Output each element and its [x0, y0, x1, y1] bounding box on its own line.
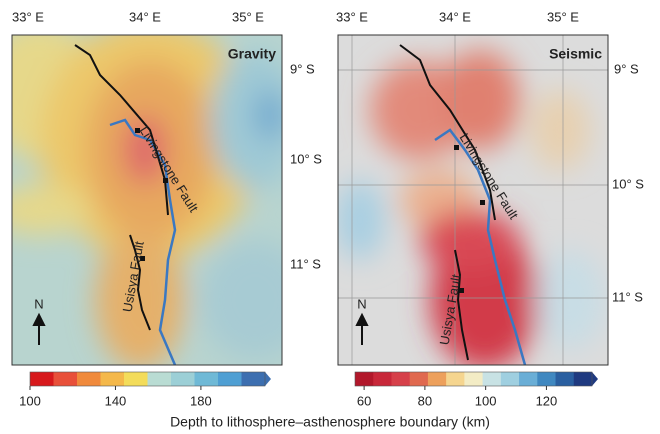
colorbar-segment: [195, 372, 219, 386]
lat-label: 10° S: [612, 176, 644, 191]
lat-label: 9° S: [614, 61, 639, 76]
lon-label: 34° E: [129, 9, 161, 24]
colorbar-segment: [483, 372, 502, 386]
colorbar-segment: [537, 372, 556, 386]
lon-label: 33° E: [336, 9, 368, 24]
colorbar-tick-label: 140: [105, 393, 127, 408]
lat-label: 11° S: [290, 256, 321, 271]
colorbar-segment: [242, 372, 266, 386]
colorbar-tick-label: 100: [475, 393, 497, 408]
lon-label: 33° E: [12, 9, 44, 24]
colorbar-segment: [148, 372, 172, 386]
colorbar-arrow: [592, 372, 598, 386]
lat-label: 11° S: [612, 289, 643, 304]
colorbar-segment: [519, 372, 538, 386]
colorbar-tick-label: 180: [190, 393, 212, 408]
colorbar-tick-label: 100: [19, 393, 41, 408]
lon-label: 34° E: [439, 9, 471, 24]
colorbar-segment: [54, 372, 78, 386]
page: Gravity Seismic 33° E 34° E 35° E 33° E …: [0, 0, 660, 434]
colorbar-segment: [410, 372, 429, 386]
caption: Depth to lithosphere–asthenosphere bound…: [170, 414, 490, 430]
colorbar-tick-label: 80: [418, 393, 432, 408]
north-label: N: [34, 296, 43, 311]
colorbar-segment: [464, 372, 483, 386]
lat-label: 10° S: [290, 151, 322, 166]
lon-label: 35° E: [547, 9, 579, 24]
colorbar-segment: [556, 372, 575, 386]
lon-label: 35° E: [232, 9, 264, 24]
panel-title: Gravity: [228, 46, 276, 62]
colorbar-segment: [574, 372, 593, 386]
colorbar-segment: [101, 372, 125, 386]
seismic-map: [335, 35, 608, 370]
colorbar-tick-label: 60: [357, 393, 371, 408]
panel-title: Seismic: [549, 46, 602, 62]
colorbar-tick-label: 120: [536, 393, 558, 408]
figure: Gravity Seismic 33° E 34° E 35° E 33° E …: [0, 0, 660, 434]
colorbar-segment: [77, 372, 101, 386]
north-label: N: [357, 296, 366, 311]
colorbar-arrow: [265, 372, 271, 386]
colorbar-segment: [501, 372, 520, 386]
colorbar-segment: [355, 372, 374, 386]
colorbar-segment: [171, 372, 195, 386]
colorbar-segment: [428, 372, 447, 386]
lat-label: 9° S: [290, 61, 315, 76]
colorbar-segment: [373, 372, 392, 386]
gravity-map: [0, 20, 310, 370]
colorbar-segment: [391, 372, 410, 386]
colorbar-segment: [446, 372, 465, 386]
colorbar-segment: [30, 372, 54, 386]
colorbar-segment: [218, 372, 242, 386]
colorbars: 100 140 180 60 80 100 120: [19, 372, 598, 408]
colorbar-segment: [124, 372, 148, 386]
